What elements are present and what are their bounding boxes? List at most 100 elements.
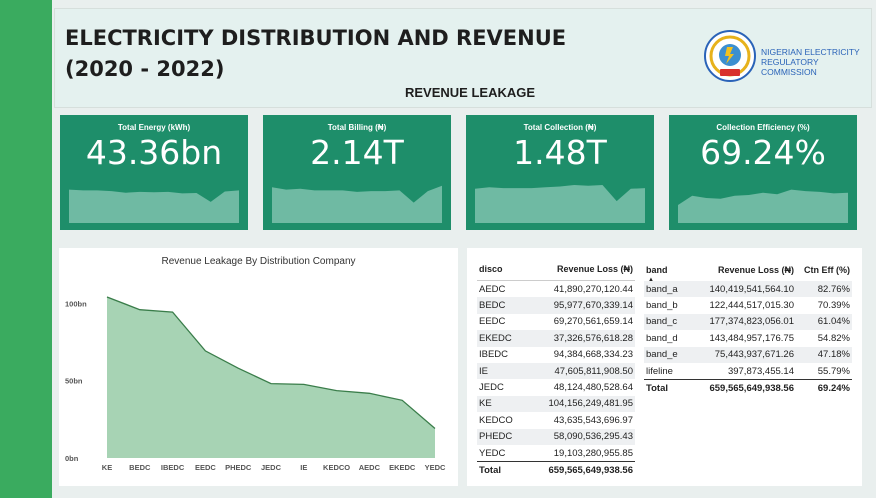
cell-ctn-eff: 70.39%: [817, 300, 850, 312]
kpi-total-energy[interactable]: Total Energy (kWh) 43.36bn: [60, 115, 248, 230]
kpi-value: 2.14T: [310, 133, 404, 172]
cell-disco: EEDC: [479, 316, 506, 328]
cell-band: band_b: [646, 300, 678, 312]
cell-revenue-loss: 104,156,249,481.95: [548, 398, 633, 410]
cell-ctn-eff: 61.04%: [817, 316, 850, 328]
table-row[interactable]: JEDC 48,124,480,528.64: [477, 379, 635, 395]
cell-band: band_a: [646, 283, 678, 295]
band-revenue-table[interactable]: band Revenue Loss (₦) Ctn Eff (%) ▲ band…: [644, 258, 852, 396]
table-body: band_a 140,419,541,564.10 82.76% band_b 122,…: [644, 281, 852, 379]
table-row[interactable]: YEDC 19,103,280,955.85: [477, 445, 635, 461]
x-tick-label: PHEDC: [225, 463, 252, 472]
data-point[interactable]: [171, 310, 175, 314]
data-point[interactable]: [203, 349, 207, 353]
table-row[interactable]: PHEDC 58,090,536,295.43: [477, 428, 635, 445]
sparkline: [69, 189, 239, 223]
org-name: NIGERIAN ELECTRICITY REGULATORY COMMISSI…: [761, 47, 860, 77]
data-point[interactable]: [400, 398, 404, 402]
table-row[interactable]: band_c 177,374,823,056.01 61.04%: [644, 313, 852, 331]
col-header-ctn-eff[interactable]: Ctn Eff (%): [804, 264, 850, 275]
cell-band: band_c: [646, 316, 678, 328]
x-tick-label: KEDCO: [323, 463, 350, 472]
area-chart-svg: KE BEDC IBEDC EEDC PHEDC JEDC IE KEDCO AEDC EKEDC…: [65, 295, 446, 472]
table-row[interactable]: band_a 140,419,541,564.10 82.76%: [644, 281, 852, 298]
col-header-revenue-loss[interactable]: Revenue Loss (₦): [717, 264, 794, 275]
chart-title: Revenue Leakage By Distribution Company: [161, 256, 356, 267]
section-subheading: REVENUE LEAKAGE: [405, 85, 536, 100]
kpi-total-billing[interactable]: Total Billing (₦) 2.14T: [263, 115, 451, 230]
cell-disco: AEDC: [479, 283, 506, 295]
x-tick-label: IE: [300, 463, 307, 472]
table-row[interactable]: band_e 75,443,937,671.26 47.18%: [644, 346, 852, 363]
table-row[interactable]: IBEDC 94,384,668,334.23: [477, 347, 635, 363]
table-row[interactable]: AEDC 41,890,270,120.44: [477, 281, 635, 297]
table-row[interactable]: IE 47,605,811,908.50: [477, 362, 635, 380]
table-header: disco Revenue Loss (₦): [477, 258, 635, 281]
table-row[interactable]: band_b 122,444,517,015.30 70.39%: [644, 297, 852, 313]
table-row[interactable]: EEDC 69,270,561,659.14: [477, 314, 635, 330]
table-row[interactable]: band_d 143,484,957,176.75 54.82%: [644, 330, 852, 346]
data-point[interactable]: [138, 308, 142, 312]
title-line-1: ELECTRICITY DISTRIBUTION AND REVENUE: [65, 26, 567, 50]
cell-revenue-loss: 94,384,668,334.23: [553, 349, 633, 361]
table-body: AEDC 41,890,270,120.44 BEDC 95,977,670,339.…: [477, 281, 635, 461]
cell-revenue-loss: 43,635,543,696.97: [553, 414, 633, 426]
kpi-total-collection[interactable]: Total Collection (₦) 1.48T: [466, 115, 654, 230]
data-point[interactable]: [236, 366, 240, 370]
cell-revenue-loss: 48,124,480,528.64: [553, 382, 633, 394]
cell-disco: PHEDC: [479, 431, 513, 443]
x-tick-label: BEDC: [129, 463, 151, 472]
table-row[interactable]: BEDC 95,977,670,339.14: [477, 297, 635, 314]
cell-revenue-loss: 19,103,280,955.85: [553, 447, 633, 459]
cell-revenue-loss: 58,090,536,295.43: [553, 431, 633, 443]
data-point[interactable]: [335, 389, 339, 393]
area-fill: [107, 297, 435, 458]
x-tick-label: IBEDC: [161, 463, 185, 472]
cell-disco: IBEDC: [479, 349, 509, 361]
kpi-value: 69.24%: [700, 133, 826, 172]
cell-revenue-loss: 140,419,541,564.10: [709, 283, 794, 295]
data-point[interactable]: [105, 295, 109, 299]
data-point[interactable]: [269, 382, 273, 386]
y-tick-label: 100bn: [65, 300, 87, 309]
y-tick-label: 0bn: [65, 454, 79, 463]
table-row[interactable]: lifeline 397,873,455.14 55.79%: [644, 363, 852, 379]
x-tick-label: EEDC: [195, 463, 216, 472]
sort-ascending-icon[interactable]: ▲: [648, 277, 654, 283]
cell-revenue-loss: 69,270,561,659.14: [553, 316, 633, 328]
cell-revenue-loss: 397,873,455.14: [727, 365, 794, 377]
cell-revenue-loss: 143,484,957,176.75: [709, 332, 794, 344]
sparkline: [475, 185, 645, 223]
cell-ctn-eff: 82.76%: [817, 283, 850, 295]
data-point[interactable]: [433, 427, 437, 431]
x-tick-label: YEDC: [425, 463, 446, 472]
kpi-label: Total Energy (kWh): [117, 123, 191, 132]
cell-revenue-loss: 177,374,823,056.01: [709, 316, 794, 328]
kpi-label: Total Collection (₦): [523, 123, 597, 132]
cell-disco: KEDCO: [479, 414, 513, 426]
data-point[interactable]: [367, 391, 371, 395]
y-tick-label: 50bn: [65, 377, 83, 386]
cell-revenue-loss: 122,444,517,015.30: [709, 300, 794, 312]
revenue-leakage-chart[interactable]: Revenue Leakage By Distribution Company …: [59, 248, 458, 486]
col-header-revenue-loss[interactable]: Revenue Loss (₦): [556, 264, 633, 274]
cell-band: band_d: [646, 332, 678, 344]
sidebar-strip: [0, 0, 52, 498]
cell-ctn-eff: 47.18%: [817, 349, 850, 361]
cell-revenue-loss: 75,443,937,671.26: [714, 349, 794, 361]
cell-band: lifeline: [646, 365, 673, 377]
kpi-collection-efficiency[interactable]: Collection Efficiency (%) 69.24%: [669, 115, 857, 230]
x-tick-label: JEDC: [261, 463, 282, 472]
disco-revenue-table[interactable]: disco Revenue Loss (₦) AEDC 41,890,270,12…: [477, 258, 635, 478]
col-header-band[interactable]: band: [646, 264, 668, 275]
tables-panel: disco Revenue Loss (₦) AEDC 41,890,270,12…: [467, 248, 862, 486]
table-row[interactable]: KE 104,156,249,481.95: [477, 395, 635, 413]
col-header-disco[interactable]: disco: [479, 264, 503, 274]
cell-revenue-loss: 47,605,811,908.50: [554, 365, 633, 377]
kpi-value: 43.36bn: [85, 133, 223, 172]
table-row[interactable]: KEDCO 43,635,543,696.97: [477, 412, 635, 428]
data-point[interactable]: [302, 382, 306, 386]
table-total-row: Total 659,565,649,938.56 69.24%: [644, 379, 852, 396]
table-row[interactable]: EKEDC 37,326,576,618.28: [477, 330, 635, 347]
page-title: ELECTRICITY DISTRIBUTION AND REVENUE (20…: [65, 23, 566, 85]
